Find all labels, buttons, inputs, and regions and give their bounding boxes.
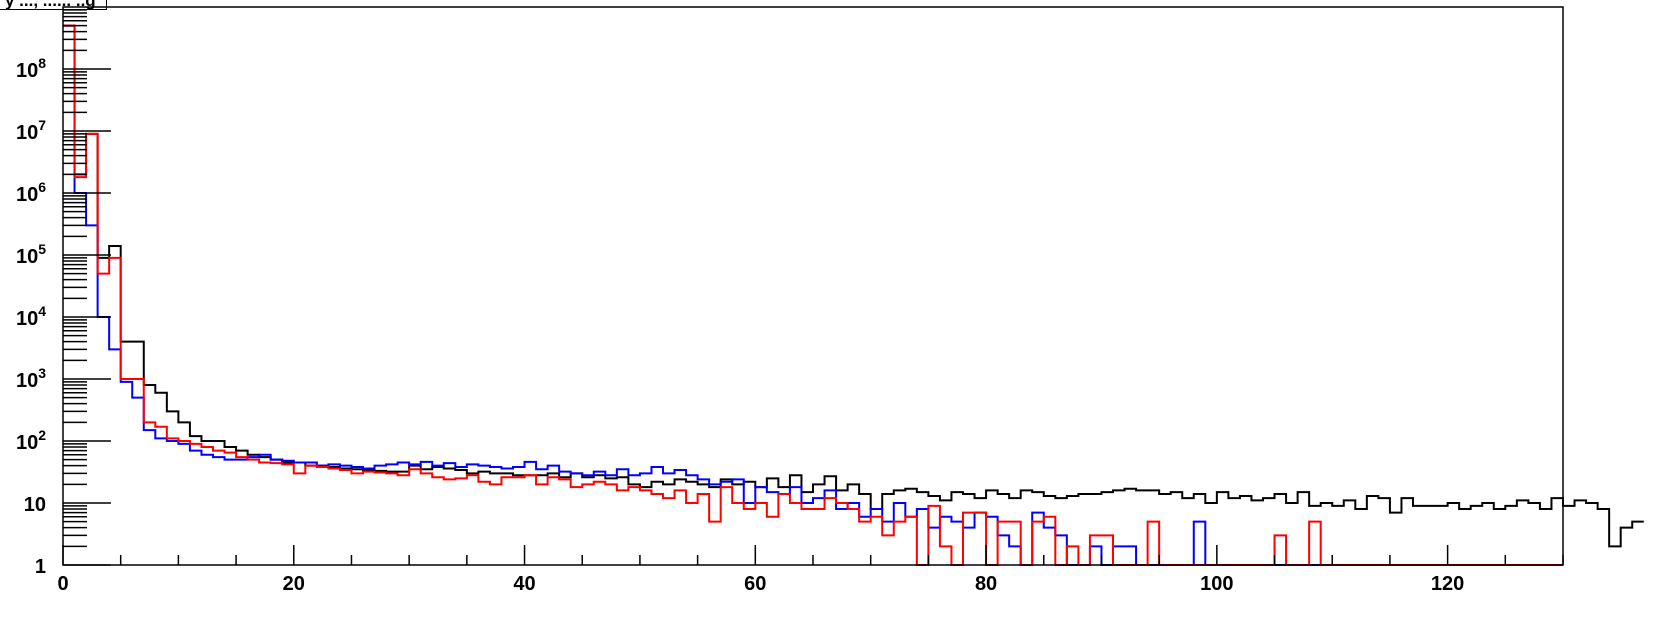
x-tick-label: 20 xyxy=(283,573,305,595)
y-tick-label: 10 xyxy=(24,494,46,516)
x-tick-label: 120 xyxy=(1431,573,1464,595)
y-tick-label: 106 xyxy=(16,179,46,206)
plot-frame xyxy=(62,6,1564,566)
y-tick-label: 108 xyxy=(16,55,46,82)
y-tick-label: 105 xyxy=(16,241,46,268)
series-1-line xyxy=(63,24,1644,548)
y-tick-label: 107 xyxy=(16,117,46,144)
y-tick-label: 1 xyxy=(35,556,46,578)
y-tick-label: 103 xyxy=(16,365,46,392)
x-tick-label: 80 xyxy=(975,573,997,595)
x-tick-label: 100 xyxy=(1200,573,1233,595)
tick-label-layer: 0 20 40 60 80 100 120 1 10 102 103 104 105 106 107 108 xyxy=(16,55,1464,595)
series-layer xyxy=(63,24,1644,566)
y-tick-label: 104 xyxy=(16,303,46,330)
chart-title: y ..., ...... ..g xyxy=(0,0,107,10)
y-tick-label: 102 xyxy=(16,427,46,454)
x-tick-label: 60 xyxy=(744,573,766,595)
x-tick-label: 0 xyxy=(57,573,68,595)
axes-layer xyxy=(62,9,1564,566)
x-tick-label: 40 xyxy=(513,573,535,595)
